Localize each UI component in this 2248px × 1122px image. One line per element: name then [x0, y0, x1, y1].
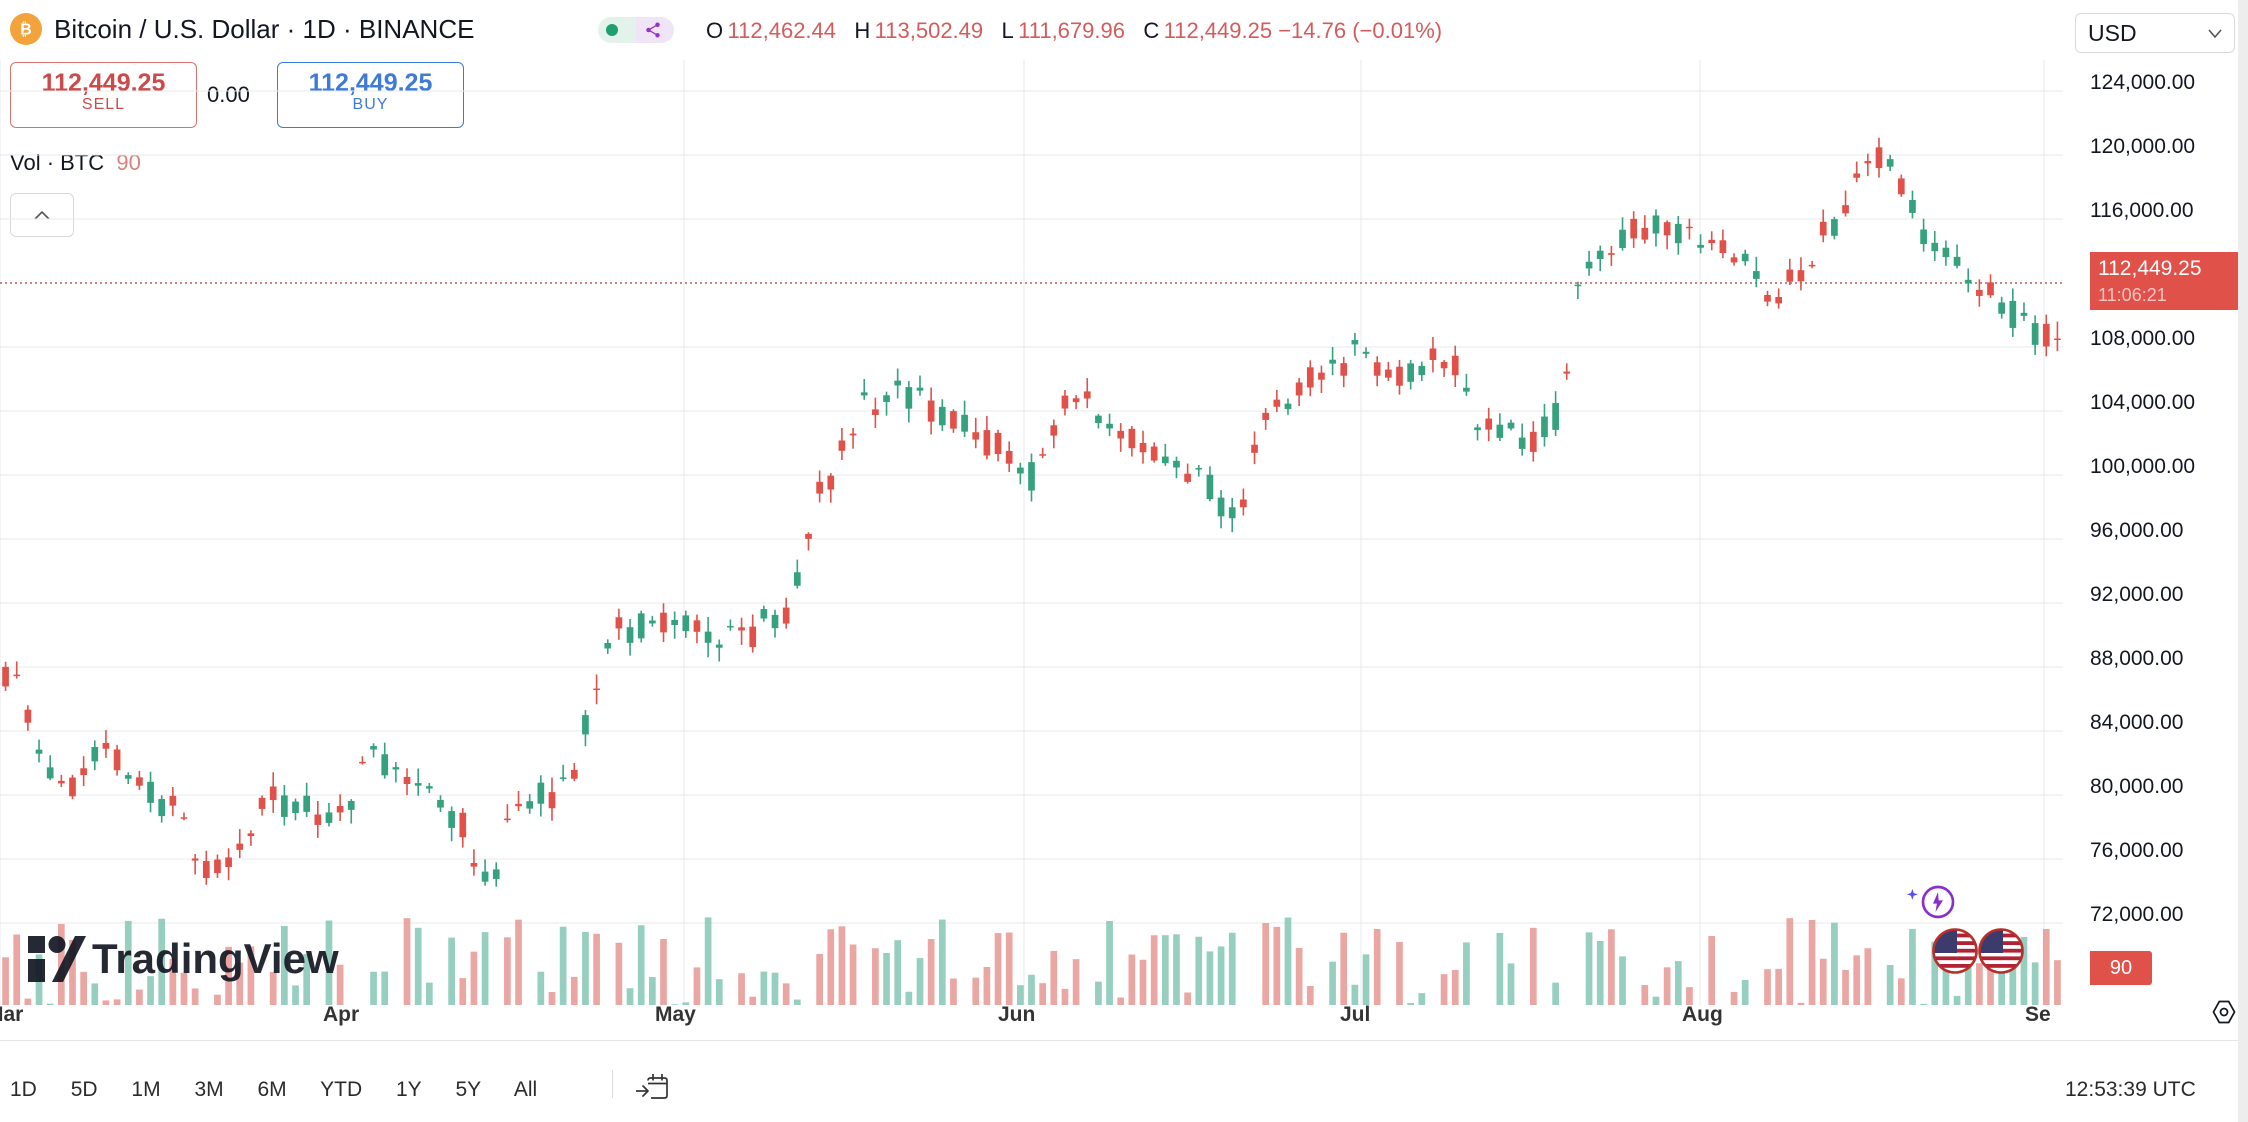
svg-text:B: B: [20, 22, 32, 39]
